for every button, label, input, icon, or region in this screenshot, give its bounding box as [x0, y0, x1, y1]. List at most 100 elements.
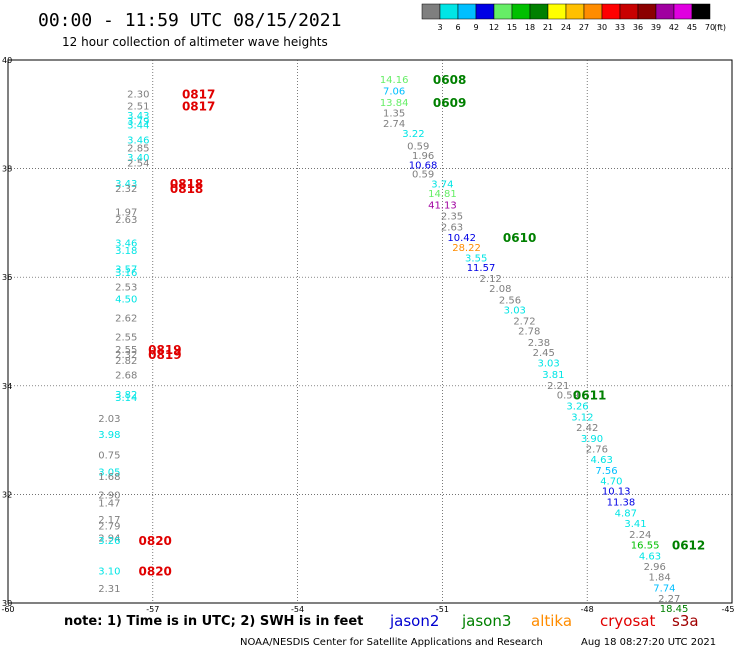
swh-value-jason3: 3.90: [581, 434, 603, 445]
swh-value-cryosat: 0.75: [98, 450, 120, 461]
swh-value-cryosat: 2.30: [127, 90, 149, 101]
swh-value-jason3: 11.57: [467, 263, 496, 274]
colorbar-unit: (ft): [714, 23, 726, 32]
swh-value-jason3: 28.22: [452, 243, 481, 254]
swh-value-cryosat: 1.68: [98, 472, 120, 483]
colorbar-swatch: [439, 3, 459, 20]
swh-value-jason3: 2.63: [441, 223, 463, 234]
colorbar-label: 3: [437, 23, 442, 32]
x-tick-label: -51: [436, 605, 449, 614]
colorbar-label: 70: [705, 23, 715, 32]
swh-value-jason3: 3.03: [504, 305, 526, 316]
colorbar-label: 30: [597, 23, 607, 32]
swh-value-jason3: 16.55: [631, 540, 660, 551]
swh-value-cryosat: 2.55: [115, 332, 137, 343]
swh-value-cryosat: 3.82: [115, 390, 137, 401]
swh-value-jason3: 7.74: [653, 583, 675, 594]
swh-value-cryosat: 3.40: [127, 153, 149, 164]
swh-value-cryosat: 3.46: [127, 135, 149, 146]
colorbar-label: 36: [633, 23, 643, 32]
swh-value-jason3: 13.84: [380, 98, 409, 109]
swh-value-cryosat: 2.32: [115, 184, 137, 195]
swh-value-jason3: 3.41: [624, 519, 646, 530]
swh-value-cryosat: 2.63: [115, 215, 137, 226]
swh-value-cryosat: 1.97: [115, 208, 137, 219]
swh-value-jason3: 3.22: [402, 129, 424, 140]
x-tick-label: -60: [1, 605, 14, 614]
swh-value-jason3: 4.87: [615, 508, 637, 519]
colorbar-label: 18: [525, 23, 535, 32]
legend-jason2: jason2: [389, 612, 439, 630]
data-points: 2.302.513.433.793.443.462.853.402.543.43…: [98, 75, 688, 615]
swh-value-jason3: 7.56: [595, 466, 617, 477]
track-time-label: 0612: [672, 538, 705, 552]
colorbar-swatch: [601, 3, 621, 20]
grid: [7, 59, 733, 604]
colorbar-swatch: [547, 3, 567, 20]
colorbar: 3 6 9 12 15 18 21 24 27 30 33 36 39 42 45 70(ft): [421, 3, 726, 32]
x-tick-label: -48: [581, 605, 594, 614]
swh-value-jason3: 2.56: [499, 296, 521, 307]
swh-value-jason3: 1.96: [412, 151, 434, 162]
swh-value-jason3: 1.84: [648, 572, 670, 583]
track-time-label: 0818: [170, 177, 203, 191]
swh-value-jason3: 0.59: [557, 391, 579, 402]
swh-value-cryosat: 1.47: [98, 499, 120, 510]
swh-value-jason3: 2.42: [576, 423, 598, 434]
swh-value-cryosat: 3.98: [98, 430, 120, 441]
swh-value-jason3: 2.21: [547, 381, 569, 392]
swh-value-jason3: 3.55: [465, 254, 487, 265]
swh-value-jason3: 10.42: [447, 233, 476, 244]
swh-value-cryosat: 2.03: [98, 414, 120, 425]
footer-credit: NOAA/NESDIS Center for Satellite Applica…: [240, 637, 543, 648]
colorbar-label: 6: [455, 23, 460, 32]
swh-value-cryosat: 2.55: [115, 345, 137, 356]
legend-altika: altika: [531, 612, 572, 630]
swh-value-jason3: 3.26: [566, 401, 588, 412]
colorbar-swatch: [673, 3, 693, 20]
plot-frame: [7, 59, 733, 604]
track-time-label: 0608: [433, 73, 466, 87]
swh-value-cryosat: 3.46: [115, 238, 137, 249]
colorbar-label: 24: [561, 23, 571, 32]
legend-cryosat: cryosat: [600, 612, 655, 630]
track-time-label: 0818: [170, 182, 203, 196]
track-time-label: 0610: [503, 231, 536, 245]
swh-value-cryosat: 3.57: [115, 265, 137, 276]
track-time-label: 0609: [433, 96, 466, 110]
swh-value-jason3: 10.13: [602, 487, 631, 498]
colorbar-swatch: [565, 3, 585, 20]
swh-value-cryosat: 3.10: [98, 566, 120, 577]
swh-value-cryosat: 2.68: [115, 370, 137, 381]
swh-value-cryosat: 2.79: [98, 521, 120, 532]
y-tick-label: 32: [2, 490, 12, 499]
swh-value-cryosat: 2.85: [127, 143, 149, 154]
chart-title: 00:00 - 11:59 UTC 08/15/2021: [38, 10, 341, 31]
swh-value-cryosat: 2.62: [115, 313, 137, 324]
legend-jason3: jason3: [461, 612, 511, 630]
swh-value-cryosat: 2.54: [127, 159, 149, 170]
swh-value-cryosat: 3.18: [115, 246, 137, 257]
colorbar-swatch: [529, 3, 549, 20]
swh-value-jason3: 14.81: [428, 189, 457, 200]
track-time-label: 0820: [139, 534, 172, 548]
swh-value-jason3: 3.12: [571, 412, 593, 423]
colorbar-label: 9: [473, 23, 478, 32]
swh-value-jason3: 2.76: [586, 444, 608, 455]
swh-value-jason3: 3.74: [431, 179, 453, 190]
colorbar-label: 21: [543, 23, 553, 32]
swh-value-jason3: 2.72: [513, 317, 535, 328]
colorbar-label: 45: [687, 23, 697, 32]
chart-subtitle: 12 hour collection of altimeter wave hei…: [62, 35, 328, 49]
swh-value-cryosat: 2.90: [98, 490, 120, 501]
swh-value-jason3: 14.16: [380, 75, 409, 86]
colorbar-label: 15: [507, 23, 517, 32]
colorbar-swatch: [511, 3, 531, 20]
footer-timestamp: Aug 18 08:27:20 UTC 2021: [581, 637, 716, 648]
swh-value-cryosat: 3.05: [98, 468, 120, 479]
swh-value-jason3: 7.06: [383, 86, 405, 97]
swh-value-cryosat: 2.31: [98, 584, 120, 595]
swh-value-cryosat: 3.26: [98, 536, 120, 547]
